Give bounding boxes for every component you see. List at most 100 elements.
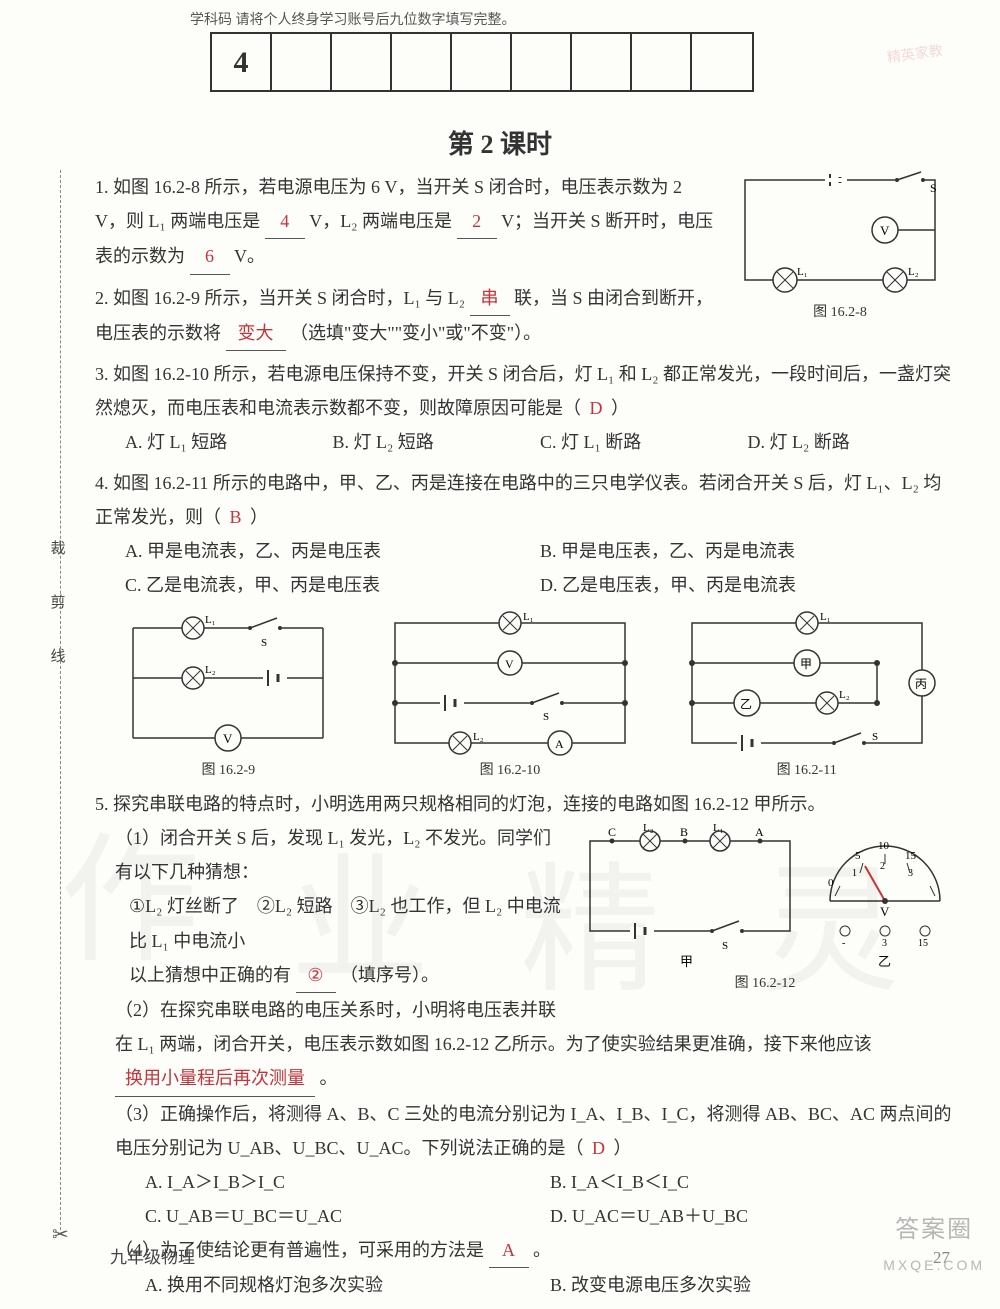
figure-row: L₁ S L₂ V 图 16.2-9 <box>95 608 955 785</box>
svg-text:S: S <box>930 181 937 195</box>
svg-text:L₂: L₂ <box>473 731 484 743</box>
svg-text:0: 0 <box>828 877 834 889</box>
q5-p3-pre: （3）正确操作后，将测得 A、B、C 三处的电流分别记为 I_A、I_B、I_C… <box>115 1104 952 1158</box>
q3-text: 如图 16.2-10 所示，若电源电压保持不变，开关 S 闭合后，灯 L₁ 和 … <box>95 364 951 418</box>
page-title: 第 2 课时 <box>0 120 1000 169</box>
svg-text:S: S <box>872 731 878 743</box>
code-box-6 <box>572 34 632 90</box>
svg-text:V: V <box>223 731 233 746</box>
svg-text:甲: 甲 <box>680 954 693 969</box>
q3-optB: B. 灯 L₂ 短路 <box>333 425 541 459</box>
svg-text:L₁: L₁ <box>523 611 534 623</box>
svg-text:3: 3 <box>908 868 913 879</box>
svg-text:L₁: L₁ <box>713 822 724 834</box>
q4-optB: B. 甲是电压表，乙、丙是电流表 <box>540 534 955 568</box>
figure-16-2-9: L₁ S L₂ V 图 16.2-9 <box>113 608 343 785</box>
code-box-0: 4 <box>212 34 272 90</box>
q5-p2-pre: （2）在探究串联电路的电压关系时，小明将电压表并联在 L₁ 两端，闭合开关，电压… <box>115 1000 872 1054</box>
fig9-caption: 图 16.2-9 <box>113 758 343 785</box>
svg-text:L₁: L₁ <box>797 266 808 278</box>
svg-text:A: A <box>755 825 764 839</box>
code-box-8 <box>692 34 752 90</box>
svg-text:L₁: L₁ <box>205 614 216 626</box>
svg-text:V: V <box>505 657 514 671</box>
q4-num: 4. <box>95 473 109 493</box>
code-box-4 <box>452 34 512 90</box>
svg-text:1: 1 <box>852 868 857 879</box>
q4-optA: A. 甲是电流表，乙、丙是电压表 <box>125 534 540 568</box>
footer-left: 九年级物理 <box>110 1242 195 1274</box>
q4-text: 如图 16.2-11 所示的电路中，甲、乙、丙是连接在电路中的三只电学仪表。若闭… <box>95 473 941 527</box>
q5-p2-ans: 换用小量程后再次测量 <box>115 1061 315 1096</box>
q2-text-pre: 如图 16.2-9 所示，当开关 S 闭合时，L₁ 与 L₂ <box>113 288 465 308</box>
q4-ans: B <box>226 507 246 527</box>
figure-16-2-12: L₂ L₁ C B A S 甲 <box>575 821 955 998</box>
cut-line <box>60 170 61 1230</box>
q5-intro: 探究串联电路的特点时，小明选用两只规格相同的灯泡，连接的电路如图 16.2-12… <box>113 794 826 814</box>
svg-text:15: 15 <box>905 850 917 862</box>
svg-text:L₂: L₂ <box>205 664 216 676</box>
q5-num: 5. <box>95 794 109 814</box>
svg-text:L₂: L₂ <box>908 266 919 278</box>
svg-text:乙: 乙 <box>878 954 891 969</box>
svg-text:甲: 甲 <box>800 657 812 671</box>
figure-16-2-8: S V L₁ L₂ <box>725 170 955 327</box>
q5-p3-optA: A. I_A＞I_B＞I_C <box>145 1165 550 1199</box>
fig8-caption: 图 16.2-8 <box>725 300 955 327</box>
content-area: S V L₁ L₂ <box>95 170 955 1309</box>
q3-optA: A. 灯 L₁ 短路 <box>125 425 333 459</box>
svg-text:A: A <box>555 737 564 751</box>
figure-16-2-11: L₁ 甲 乙 L₂ 丙 S <box>677 608 937 785</box>
svg-text:2: 2 <box>880 861 885 872</box>
q3-optC: C. 灯 L₁ 断路 <box>540 425 748 459</box>
header-text: 学科码 请将个人终身学习账号后九位数字填写完整。 <box>190 8 516 35</box>
q2-ans1: 串 <box>470 281 510 316</box>
q4-optC: C. 乙是电流表，甲、丙是电压表 <box>125 568 540 602</box>
q3-num: 3. <box>95 364 109 384</box>
svg-text:15: 15 <box>918 938 928 949</box>
watermark-brand: 答案圈 <box>883 1207 985 1253</box>
q1-num: 1. <box>95 177 109 197</box>
watermark-url: MXQE.COM <box>883 1252 985 1279</box>
q1-ans1: 4 <box>265 204 305 239</box>
q5-p1-mid: 以上猜想中正确的有 <box>129 965 291 985</box>
svg-text:10: 10 <box>878 840 890 852</box>
q3-optD: D. 灯 L₂ 断路 <box>748 425 956 459</box>
svg-text:丙: 丙 <box>915 677 927 691</box>
q4-optD: D. 乙是电压表，甲、丙是电流表 <box>540 568 955 602</box>
q1-text-m1: V，L₂ 两端电压是 <box>309 211 452 231</box>
circuit-8-svg: S V L₁ L₂ <box>735 170 945 300</box>
q2-text-end: （选填"变大""变小"或"不变"）。 <box>290 323 541 343</box>
svg-text:L₂: L₂ <box>643 822 654 834</box>
svg-text:3: 3 <box>882 938 887 949</box>
svg-text:-: - <box>842 938 845 949</box>
question-4: 4. 如图 16.2-11 所示的电路中，甲、乙、丙是连接在电路中的三只电学仪表… <box>95 466 955 603</box>
watermark-bottom: 答案圈 MXQE.COM <box>883 1207 985 1279</box>
code-box-2 <box>332 34 392 90</box>
q5-p2-end: 。 <box>320 1068 338 1088</box>
q1-ans2: 2 <box>457 204 497 239</box>
question-5: 5. 探究串联电路的特点时，小明选用两只规格相同的灯泡，连接的电路如图 16.2… <box>95 787 955 1303</box>
svg-text:B: B <box>680 825 688 839</box>
code-box-3 <box>392 34 452 90</box>
q2-ans2: 变大 <box>226 316 286 351</box>
svg-text:V: V <box>880 223 890 238</box>
question-3: 3. 如图 16.2-10 所示，若电源电压保持不变，开关 S 闭合后，灯 L₁… <box>95 357 955 460</box>
q5-p3-optB: B. I_A＜I_B＜I_C <box>550 1165 955 1199</box>
svg-text:C: C <box>608 825 616 839</box>
fig11-caption: 图 16.2-11 <box>677 758 937 785</box>
fig10-caption: 图 16.2-10 <box>380 758 640 785</box>
code-box-7 <box>632 34 692 90</box>
scissors-icon: ✂ <box>52 1216 69 1254</box>
q1-ans3: 6 <box>190 239 230 274</box>
q5-p3-ans: D <box>588 1138 609 1158</box>
q2-num: 2. <box>95 288 109 308</box>
side-label: 裁 剪 线 <box>42 540 71 675</box>
q5-p1-end: （填序号）。 <box>340 965 439 985</box>
q3-ans: D <box>586 398 607 418</box>
stamp-icon: 精英家教 <box>886 34 985 116</box>
svg-text:乙: 乙 <box>740 697 752 711</box>
svg-text:S: S <box>543 711 549 723</box>
svg-text:S: S <box>261 637 267 649</box>
code-boxes: 4 <box>210 32 754 92</box>
